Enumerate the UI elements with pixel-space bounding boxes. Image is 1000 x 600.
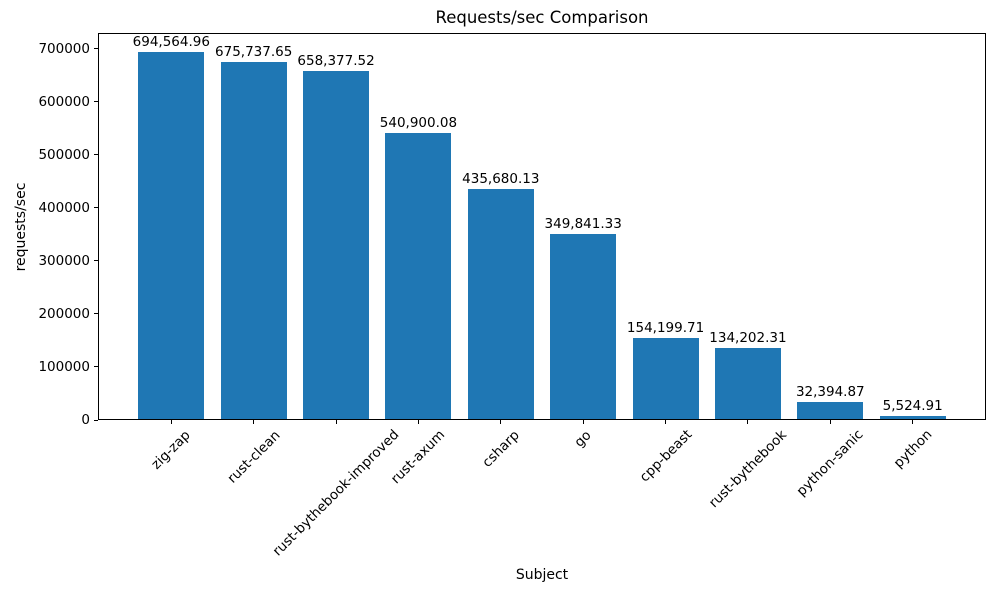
x-tick <box>665 420 667 424</box>
x-tick-label: csharp <box>479 426 523 471</box>
x-tick <box>417 420 419 424</box>
bar <box>714 348 781 419</box>
bar <box>879 416 946 419</box>
x-tick <box>912 420 914 424</box>
bar-value-label: 154,199.71 <box>626 319 705 336</box>
y-tick-label: 300000 <box>38 252 90 269</box>
x-tick-label: rust-bythebook <box>705 427 790 512</box>
x-tick <box>170 420 172 424</box>
y-tick <box>94 313 98 315</box>
x-axis-label: Subject <box>515 567 569 583</box>
x-tick-label: go <box>571 427 595 451</box>
y-tick <box>94 48 98 50</box>
x-tick <box>253 420 255 424</box>
bar <box>303 71 369 419</box>
bar <box>385 133 452 419</box>
x-tick <box>500 420 502 424</box>
y-tick-label: 500000 <box>38 146 90 163</box>
x-tick <box>335 420 337 424</box>
y-tick <box>94 419 98 421</box>
bar-value-label: 658,377.52 <box>297 53 375 70</box>
bar-value-label: 32,394.87 <box>795 383 865 400</box>
x-tick <box>829 420 831 424</box>
bar-value-label: 5,524.91 <box>882 398 943 415</box>
x-tick-label: rust-bythebook-improved <box>269 427 403 560</box>
y-tick-label: 700000 <box>38 40 90 57</box>
chart-title: Requests/sec Comparison <box>435 8 649 27</box>
x-tick-label: rust-clean <box>224 427 284 487</box>
plot-area <box>98 33 986 420</box>
y-tick <box>94 154 98 156</box>
bar-value-label: 675,737.65 <box>215 44 293 61</box>
y-tick-label: 600000 <box>38 93 90 110</box>
bar <box>467 189 534 419</box>
x-tick <box>582 420 584 424</box>
bar-value-label: 435,680.13 <box>462 171 540 187</box>
y-tick <box>94 207 98 209</box>
bar <box>138 52 205 419</box>
x-tick-label: cpp-beast <box>636 427 695 486</box>
bar-value-label: 349,841.33 <box>544 216 622 233</box>
bar <box>220 62 287 419</box>
bar-value-label: 134,202.31 <box>709 330 787 347</box>
bar <box>550 234 617 419</box>
y-tick-label: 100000 <box>38 358 90 375</box>
bar-value-label: 540,900.08 <box>379 115 458 132</box>
x-tick-label: zig-zap <box>148 426 195 473</box>
y-tick <box>94 366 98 368</box>
y-tick-label: 0 <box>81 412 90 428</box>
bar <box>632 337 699 419</box>
y-tick <box>94 260 98 262</box>
y-tick <box>94 101 98 103</box>
y-tick-label: 400000 <box>38 199 90 216</box>
x-tick-label: python-sanic <box>793 426 867 500</box>
bar-value-label: 694,564.96 <box>132 34 210 51</box>
x-tick-label: python <box>890 426 936 472</box>
y-tick-label: 200000 <box>38 305 90 322</box>
x-tick <box>747 420 749 424</box>
bar <box>797 401 864 419</box>
